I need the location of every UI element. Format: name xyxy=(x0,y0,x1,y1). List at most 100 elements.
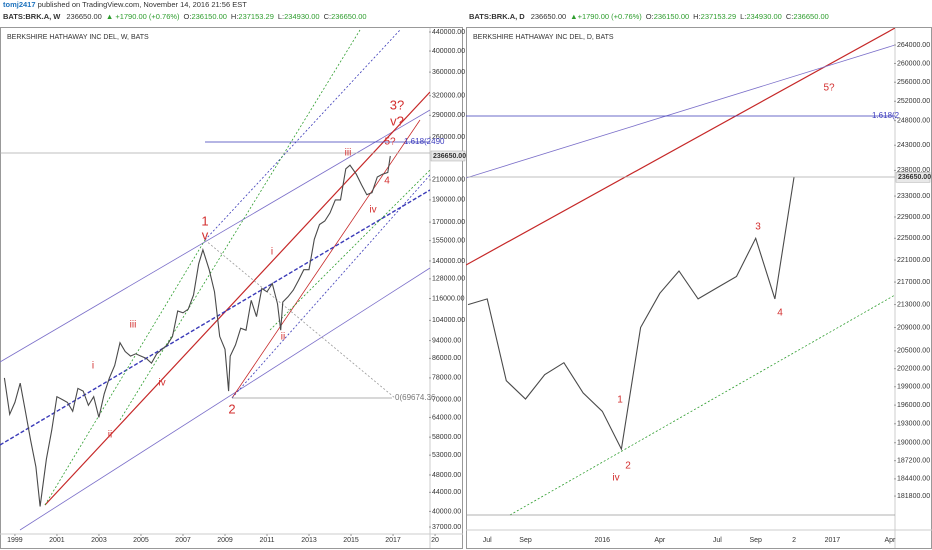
y-tick-label: 202000.00 xyxy=(897,366,930,373)
wave-label: ii xyxy=(281,332,285,343)
y-tick-label: 184400.00 xyxy=(897,476,930,483)
y-tick-label: 78000.00 xyxy=(432,375,461,382)
x-tick-label: 2013 xyxy=(301,537,317,544)
y-tick-label: 400000.00 xyxy=(432,48,465,55)
y-tick-label: 229000.00 xyxy=(897,214,930,221)
y-tick-label: 187200.00 xyxy=(897,458,930,465)
dotted-line xyxy=(269,169,430,331)
dotted-line xyxy=(44,239,206,506)
quote-value: 236650.00 xyxy=(793,12,828,21)
last-price-badge xyxy=(430,150,466,162)
channel-line xyxy=(19,267,430,531)
x-tick-label: Apr xyxy=(884,537,896,544)
plot xyxy=(3,155,391,507)
x-tick-label: Jul xyxy=(483,537,492,544)
x-tick-label: Sep xyxy=(749,537,762,544)
x-tick-label: 2 xyxy=(792,537,796,544)
wave-label: 1.618(2 xyxy=(872,111,900,120)
x-tick-label: 2011 xyxy=(259,537,274,544)
wave-label: iv xyxy=(612,473,619,484)
dotted-line xyxy=(509,294,895,516)
y-tick-label: 440000.00 xyxy=(432,29,465,36)
symbol: BATS:BRK.A, D xyxy=(469,12,525,21)
x-tick-label: 2007 xyxy=(175,537,191,544)
wave-label: 3 xyxy=(755,222,761,233)
y-tick-label: 320000.00 xyxy=(432,93,465,100)
change: ▲+1790.00 (+0.76%) xyxy=(570,12,642,21)
y-tick-label: 53000.00 xyxy=(432,452,461,459)
quote-label: H: xyxy=(231,12,239,21)
quote-label: O: xyxy=(184,12,192,21)
change: ▲ +1790.00 (+0.76%) xyxy=(106,12,180,21)
channel-line xyxy=(0,109,430,363)
quote-value: 234930.00 xyxy=(746,12,781,21)
quote-value: 234930.00 xyxy=(284,12,319,21)
wave-label: 3? xyxy=(390,97,404,112)
y-tick-label: 360000.00 xyxy=(432,69,465,76)
y-tick-label: 155000.00 xyxy=(432,237,465,244)
y-tick-label: 48000.00 xyxy=(432,472,461,479)
y-tick-label: 256000.00 xyxy=(897,79,930,86)
x-tick-label: 2009 xyxy=(217,537,233,544)
wave-label: iv xyxy=(369,205,376,216)
left-panel xyxy=(0,27,463,549)
last-price-label: 236650.00 xyxy=(898,174,931,181)
quote-value: 237153.29 xyxy=(238,12,273,21)
x-tick-label: 1999 xyxy=(7,537,23,544)
quote-label: H: xyxy=(693,12,701,21)
quote-label: O: xyxy=(646,12,654,21)
right-drawings xyxy=(466,28,895,516)
ticker-line: BATS:BRK.A, W 236650.00 ▲ +1790.00 (+0.76%… xyxy=(3,12,367,21)
quote-label: C: xyxy=(786,12,794,21)
wave-label: 0(69674.36 xyxy=(395,393,436,402)
quote-value: 236650.00 xyxy=(331,12,366,21)
x-tick-label: 2017 xyxy=(825,537,841,544)
quote-label: L: xyxy=(278,12,284,21)
channel-line xyxy=(466,44,895,179)
y-tick-label: 193000.00 xyxy=(897,421,930,428)
y-tick-label: 233000.00 xyxy=(897,193,930,200)
x-tick-label: Apr xyxy=(654,537,666,544)
y-tick-label: 190000.00 xyxy=(432,197,465,204)
y-tick-label: 170000.00 xyxy=(432,219,465,226)
y-tick-label: 225000.00 xyxy=(897,235,930,242)
y-tick-label: 70000.00 xyxy=(432,396,461,403)
ticker-line: BATS:BRK.A, D 236650.00 ▲+1790.00 (+0.76%)… xyxy=(469,12,829,21)
dotted-line xyxy=(204,239,396,399)
price: 236650.00 xyxy=(66,12,101,21)
y-tick-label: 217000.00 xyxy=(897,279,930,286)
wave-label: 4 xyxy=(777,308,783,319)
author: tomj2417 xyxy=(3,0,36,9)
header: tomj2417 published on TradingView.com, N… xyxy=(3,0,247,9)
y-tick-label: 209000.00 xyxy=(897,324,930,331)
quote-value: 236150.00 xyxy=(654,12,689,21)
trend-line xyxy=(44,91,430,506)
published: published on TradingView.com, November 1… xyxy=(38,0,248,9)
x-tick-label: 2005 xyxy=(133,537,149,544)
y-tick-label: 213000.00 xyxy=(897,301,930,308)
dotted-line xyxy=(231,174,430,399)
y-tick-label: 104000.00 xyxy=(432,317,465,324)
wave-label: 1 xyxy=(617,395,623,406)
y-tick-label: 196000.00 xyxy=(897,402,930,409)
x-tick-label: 20 xyxy=(431,537,439,544)
wave-label: v? xyxy=(390,113,404,128)
quote-label: L: xyxy=(740,12,746,21)
y-tick-label: 128000.00 xyxy=(432,276,465,283)
x-tick-label: 2016 xyxy=(594,537,610,544)
y-tick-label: 199000.00 xyxy=(897,384,930,391)
x-tick-label: Sep xyxy=(519,537,532,544)
y-tick-label: 37000.00 xyxy=(432,524,461,531)
wave-label: 1.618(2490 xyxy=(404,137,445,146)
x-tick-label: Jul xyxy=(713,537,722,544)
y-tick-label: 252000.00 xyxy=(897,98,930,105)
last-price-badge xyxy=(895,172,931,183)
quote-value: 236150.00 xyxy=(191,12,226,21)
y-tick-label: 260000.00 xyxy=(432,134,465,141)
quote-value: 237153.29 xyxy=(701,12,736,21)
y-tick-label: 260000.00 xyxy=(897,60,930,67)
y-tick-label: 40000.00 xyxy=(432,508,461,515)
wave-label: 1 xyxy=(201,213,208,228)
y-tick-label: 140000.00 xyxy=(432,258,465,265)
